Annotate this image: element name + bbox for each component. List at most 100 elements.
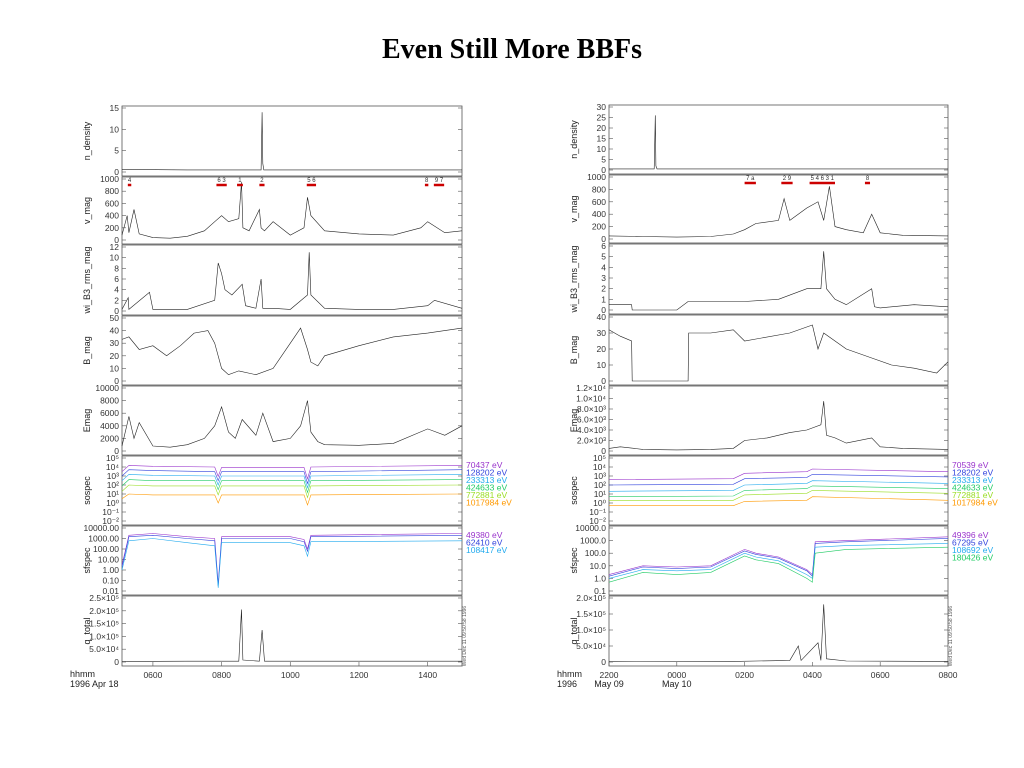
event-marker-label: 4	[128, 178, 132, 184]
y-tick-label: 4	[601, 262, 606, 272]
y-tick-label: 2.5×10⁵	[89, 593, 119, 603]
series-line-sfspec-1	[608, 538, 949, 577]
panel-ylabel-sfspec: sfspec	[569, 547, 579, 574]
y-tick-label: 0.01	[102, 586, 119, 596]
y-tick-label: 30	[597, 102, 607, 112]
panel-frame-v_mag	[121, 176, 463, 245]
y-tick-label: 10¹	[594, 489, 606, 499]
y-tick-label: 2.0×10⁵	[89, 606, 119, 616]
y-tick-label: 2	[601, 284, 606, 294]
x-axis-date-label: 1996 Apr 18	[70, 679, 119, 689]
y-tick-label: 12	[110, 242, 120, 252]
y-tick-label: 10000	[95, 383, 119, 393]
y-tick-label: 40	[110, 326, 120, 336]
y-tick-label: 4000	[100, 421, 119, 431]
y-tick-label: 10⁻²	[589, 516, 606, 526]
y-tick-label: 10²	[594, 480, 606, 490]
series-line-sfspec-3	[608, 546, 949, 583]
y-tick-label: 0	[601, 376, 606, 386]
legend-entry: 49396 eV	[952, 530, 989, 540]
y-tick-label: 10⁻²	[102, 516, 119, 526]
event-marker-label: 7 a	[746, 176, 755, 182]
y-tick-label: 10⁻¹	[102, 507, 119, 517]
y-tick-label: 1.5×10⁵	[89, 619, 119, 629]
series-line-sospec-3	[608, 485, 949, 498]
y-tick-label: 100.00	[93, 544, 119, 554]
x-axis-day-label: May 10	[662, 679, 692, 689]
y-tick-label: 20	[110, 351, 120, 361]
y-tick-label: 10⁰	[593, 498, 606, 508]
event-marker-label: 5 6	[307, 178, 316, 184]
y-tick-label: 10⁻¹	[589, 507, 606, 517]
event-marker-label: 5 4 6 3 1	[811, 176, 835, 182]
panel-ylabel-sfspec: sfspec	[82, 547, 92, 574]
y-tick-label: 10	[597, 360, 607, 370]
y-tick-label: 0	[114, 235, 119, 245]
y-tick-label: 10	[110, 253, 120, 263]
x-tick-label: 0600	[143, 670, 162, 680]
y-tick-label: 8000	[100, 396, 119, 406]
y-tick-label: 1	[601, 294, 606, 304]
series-line-sospec-4	[121, 484, 463, 499]
legend-entry: 180426 eV	[952, 553, 993, 563]
panel-frame-B_mag	[121, 315, 463, 386]
y-tick-label: 6000	[100, 408, 119, 418]
legend-entry: 67295 eV	[952, 538, 989, 548]
y-tick-label: 10.0	[589, 561, 606, 571]
panel-frame-q_total	[608, 595, 949, 667]
series-line-sospec-0	[121, 465, 463, 480]
y-tick-label: 1000.0	[580, 536, 606, 546]
y-tick-label: 10⁵	[593, 453, 606, 463]
event-marker-label: 1	[238, 178, 242, 184]
series-line-Emag-0	[608, 401, 949, 451]
panel-ylabel-v_mag: v_mag	[82, 197, 92, 224]
event-marker-label: 8	[425, 178, 429, 184]
event-marker-label: 2 9	[783, 176, 792, 182]
y-tick-label: 1.0×10⁵	[89, 631, 119, 641]
panel-ylabel-n_density: n_density	[569, 120, 579, 159]
y-tick-label: 4	[114, 285, 119, 295]
panel-ylabel-sospec: sospec	[82, 476, 92, 505]
y-tick-label: 10³	[594, 471, 606, 481]
x-axis-label-hhmm: hhmm	[557, 669, 582, 679]
y-tick-label: 200	[105, 223, 119, 233]
plot-timestamp-note: Wed Dec 11 09:50:58 1996	[948, 606, 954, 667]
y-tick-label: 1.0	[594, 573, 606, 583]
y-tick-label: 10⁵	[106, 453, 119, 463]
x-tick-label: 0400	[803, 670, 822, 680]
legend-entry: 49380 eV	[466, 530, 503, 540]
series-line-n_density-0	[609, 115, 948, 170]
panel-frame-Emag	[608, 385, 949, 456]
y-tick-label: 8.0×10³	[577, 404, 606, 414]
series-line-v_mag-0	[121, 182, 463, 239]
y-tick-label: 0	[114, 446, 119, 456]
y-tick-label: 5.0×10⁴	[89, 644, 119, 654]
legend-entry: 1017984 eV	[952, 498, 998, 508]
y-tick-label: 10	[110, 124, 120, 134]
y-tick-label: 0	[601, 446, 606, 456]
y-tick-label: 10000.0	[575, 523, 606, 533]
x-tick-label: 0600	[871, 670, 890, 680]
y-tick-label: 15	[597, 134, 607, 144]
series-line-sospec-3	[121, 479, 463, 494]
series-line-sfspec-2	[608, 543, 949, 579]
series-line-n_density-0	[121, 112, 462, 171]
x-tick-label: 0800	[212, 670, 231, 680]
y-tick-label: 1.0×10⁴	[576, 394, 606, 404]
y-tick-label: 400	[592, 209, 606, 219]
legend-entry: 772881 eV	[466, 490, 507, 500]
event-marker-label: 9 7	[435, 178, 444, 184]
legend-entry: 233313 eV	[952, 475, 993, 485]
legend-entry: 62410 eV	[466, 538, 503, 548]
y-tick-label: 1000	[587, 172, 606, 182]
x-tick-label: 1000	[281, 670, 300, 680]
legend-entry: 108417 eV	[466, 545, 507, 555]
series-line-sospec-1	[608, 474, 949, 486]
y-tick-label: 2	[114, 295, 119, 305]
x-tick-label: 1200	[350, 670, 369, 680]
legend-entry: 772881 eV	[952, 490, 993, 500]
panel-ylabel-wi_B3_rms_mag: wi_B3_rms_mag	[82, 246, 92, 314]
panel-ylabel-q_total: q_total	[569, 617, 579, 644]
slide-title: Even Still More BBFs	[381, 34, 643, 65]
y-tick-label: 10.00	[98, 555, 120, 565]
